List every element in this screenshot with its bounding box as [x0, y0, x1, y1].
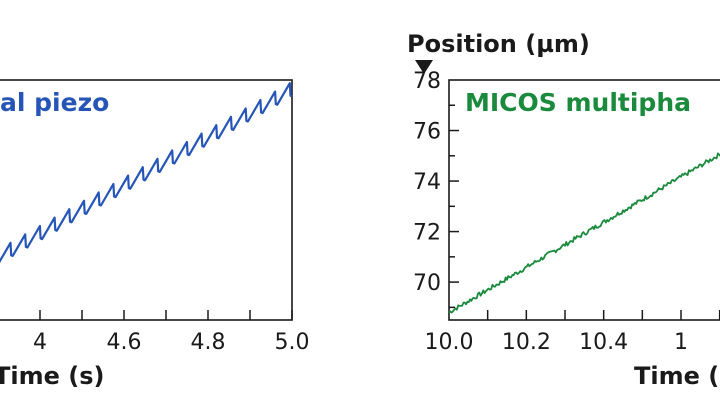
right-chart: Position (µm) MICOS multipha 10.0 10.2 10.… [407, 30, 720, 390]
left-x-ticks: 4 4.6 4.8 5.0 [33, 310, 310, 355]
left-x-axis-title: Time (s) [0, 362, 104, 390]
right-x-tick-label: 10.2 [502, 330, 551, 355]
right-x-tick-label: 1 [674, 330, 688, 355]
right-series-line [448, 152, 720, 314]
right-x-tick-label: 10.4 [579, 330, 628, 355]
y-axis-pointer-icon [415, 60, 433, 74]
right-y-ticks: 70 72 74 76 78 [413, 69, 459, 309]
right-y-tick-label: 72 [413, 221, 441, 246]
left-x-tick-label: 4.8 [191, 330, 226, 355]
left-plot-frame [0, 79, 293, 321]
right-x-ticks: 10.0 10.2 10.4 1 [425, 310, 720, 355]
right-y-tick-label: 70 [413, 271, 441, 296]
left-x-tick-label: 5.0 [275, 330, 310, 355]
right-y-axis-title: Position (µm) [407, 30, 590, 58]
left-series-label: al piezo [0, 88, 109, 117]
right-series-label: MICOS multipha [465, 88, 691, 117]
left-x-tick-label: 4.6 [107, 330, 142, 355]
right-y-tick-label: 76 [413, 120, 441, 145]
right-y-tick-label: 74 [413, 170, 441, 195]
left-x-tick-label: 4 [33, 330, 47, 355]
right-x-axis-title: Time ( [634, 362, 719, 390]
left-chart: al piezo 4 4.6 4.8 5.0 Time (s) [0, 79, 310, 390]
right-y-tick-label: 78 [413, 69, 441, 94]
right-x-tick-label: 10.0 [425, 330, 474, 355]
left-series-line [0, 82, 293, 264]
right-plot-frame [448, 79, 720, 321]
